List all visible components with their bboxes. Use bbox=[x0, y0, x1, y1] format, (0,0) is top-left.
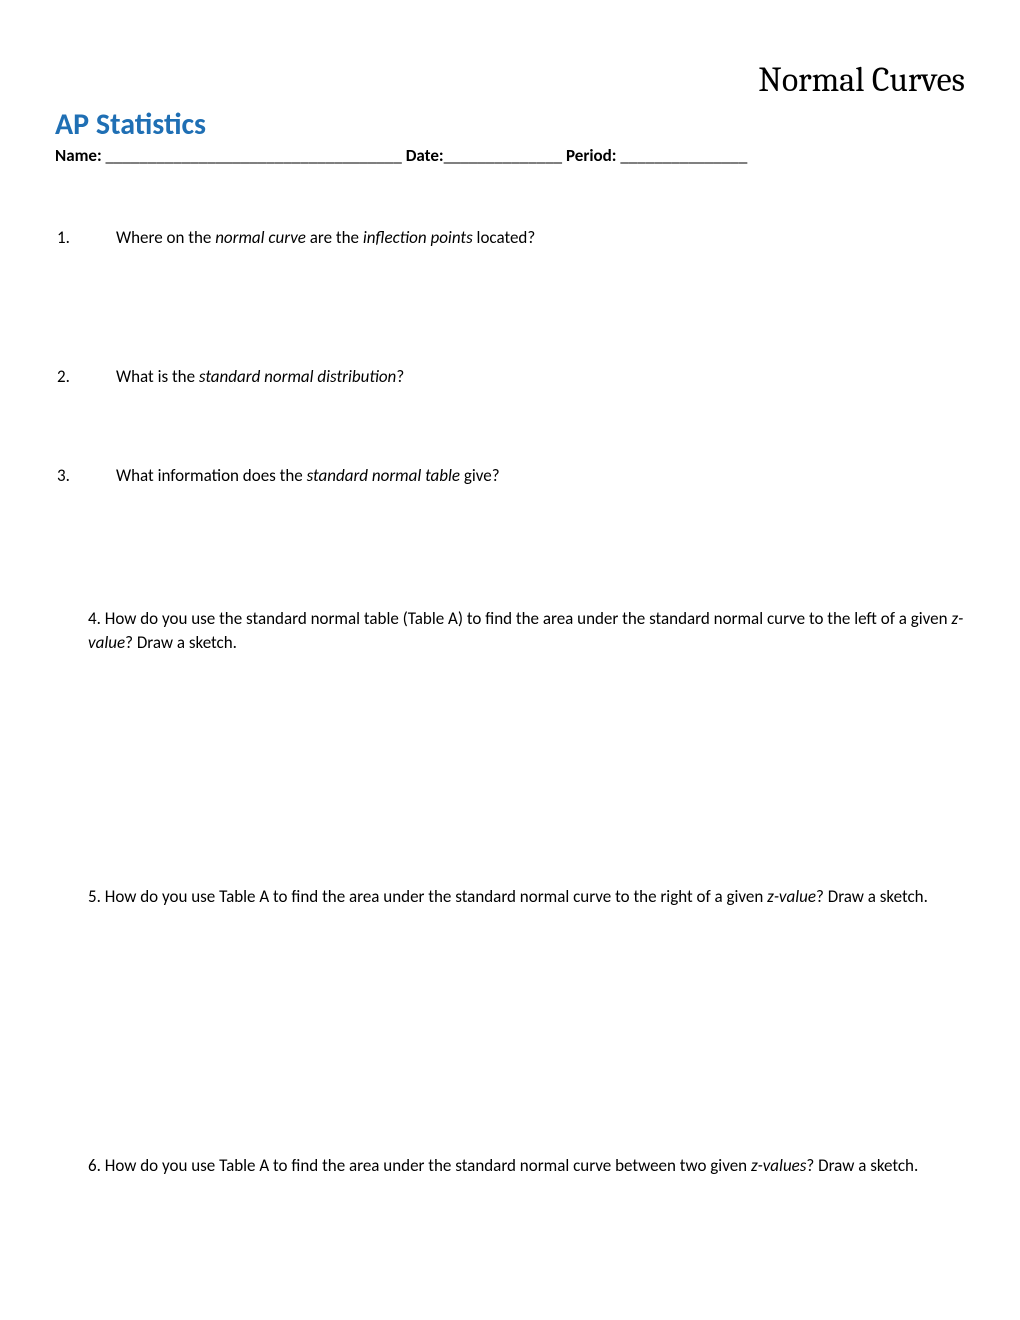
header-fields: Name: __________________________________… bbox=[55, 145, 965, 166]
q6-num: 6. bbox=[88, 1155, 105, 1176]
q3-num: 3. bbox=[90, 464, 116, 488]
question-3: 3.What information does the standard nor… bbox=[88, 464, 965, 488]
q1-post: located? bbox=[473, 227, 536, 248]
q4-num: 4. bbox=[88, 608, 105, 629]
q2-pre: What is the bbox=[116, 366, 199, 387]
course-title: AP Statistics bbox=[55, 106, 965, 143]
q1-pre: Where on the bbox=[116, 227, 215, 248]
q3-pre: What information does the bbox=[116, 465, 307, 486]
q1-it1: normal curve bbox=[215, 227, 306, 248]
q1-num: 1. bbox=[90, 226, 116, 250]
name-blank: ___________________________________ bbox=[102, 145, 406, 166]
q4-post: ? Draw a sketch. bbox=[125, 632, 237, 653]
page-title: Normal Curves bbox=[55, 60, 965, 100]
q1-it2: inflection points bbox=[363, 227, 473, 248]
q6-pre: How do you use Table A to find the area … bbox=[105, 1155, 751, 1176]
q5-it1: z-value bbox=[767, 886, 816, 907]
q3-post: give? bbox=[460, 465, 500, 486]
q3-it1: standard normal table bbox=[307, 465, 460, 486]
period-blank: _______________ bbox=[617, 145, 748, 166]
question-6: 6. How do you use Table A to find the ar… bbox=[88, 1154, 965, 1178]
question-4: 4. How do you use the standard normal ta… bbox=[88, 607, 965, 655]
name-label: Name: bbox=[55, 145, 102, 166]
date-label: Date: bbox=[406, 145, 444, 166]
q1-mid: are the bbox=[306, 227, 363, 248]
q6-post: ? Draw a sketch. bbox=[806, 1155, 918, 1176]
q5-post: ? Draw a sketch. bbox=[816, 886, 928, 907]
q5-num: 5. bbox=[88, 886, 105, 907]
period-label: Period: bbox=[566, 145, 617, 166]
date-blank: ______________ bbox=[444, 145, 566, 166]
questions-list: 1.Where on the normal curve are the infl… bbox=[55, 226, 965, 1178]
q4-pre: How do you use the standard normal table… bbox=[105, 608, 952, 629]
q2-num: 2. bbox=[90, 365, 116, 389]
question-2: 2.What is the standard normal distributi… bbox=[88, 365, 965, 389]
question-5: 5. How do you use Table A to find the ar… bbox=[88, 885, 965, 909]
q2-post: ? bbox=[396, 366, 404, 387]
question-1: 1.Where on the normal curve are the infl… bbox=[88, 226, 965, 250]
q6-it1: z-values bbox=[751, 1155, 806, 1176]
q2-it1: standard normal distribution bbox=[199, 366, 396, 387]
q5-pre: How do you use Table A to find the area … bbox=[105, 886, 767, 907]
